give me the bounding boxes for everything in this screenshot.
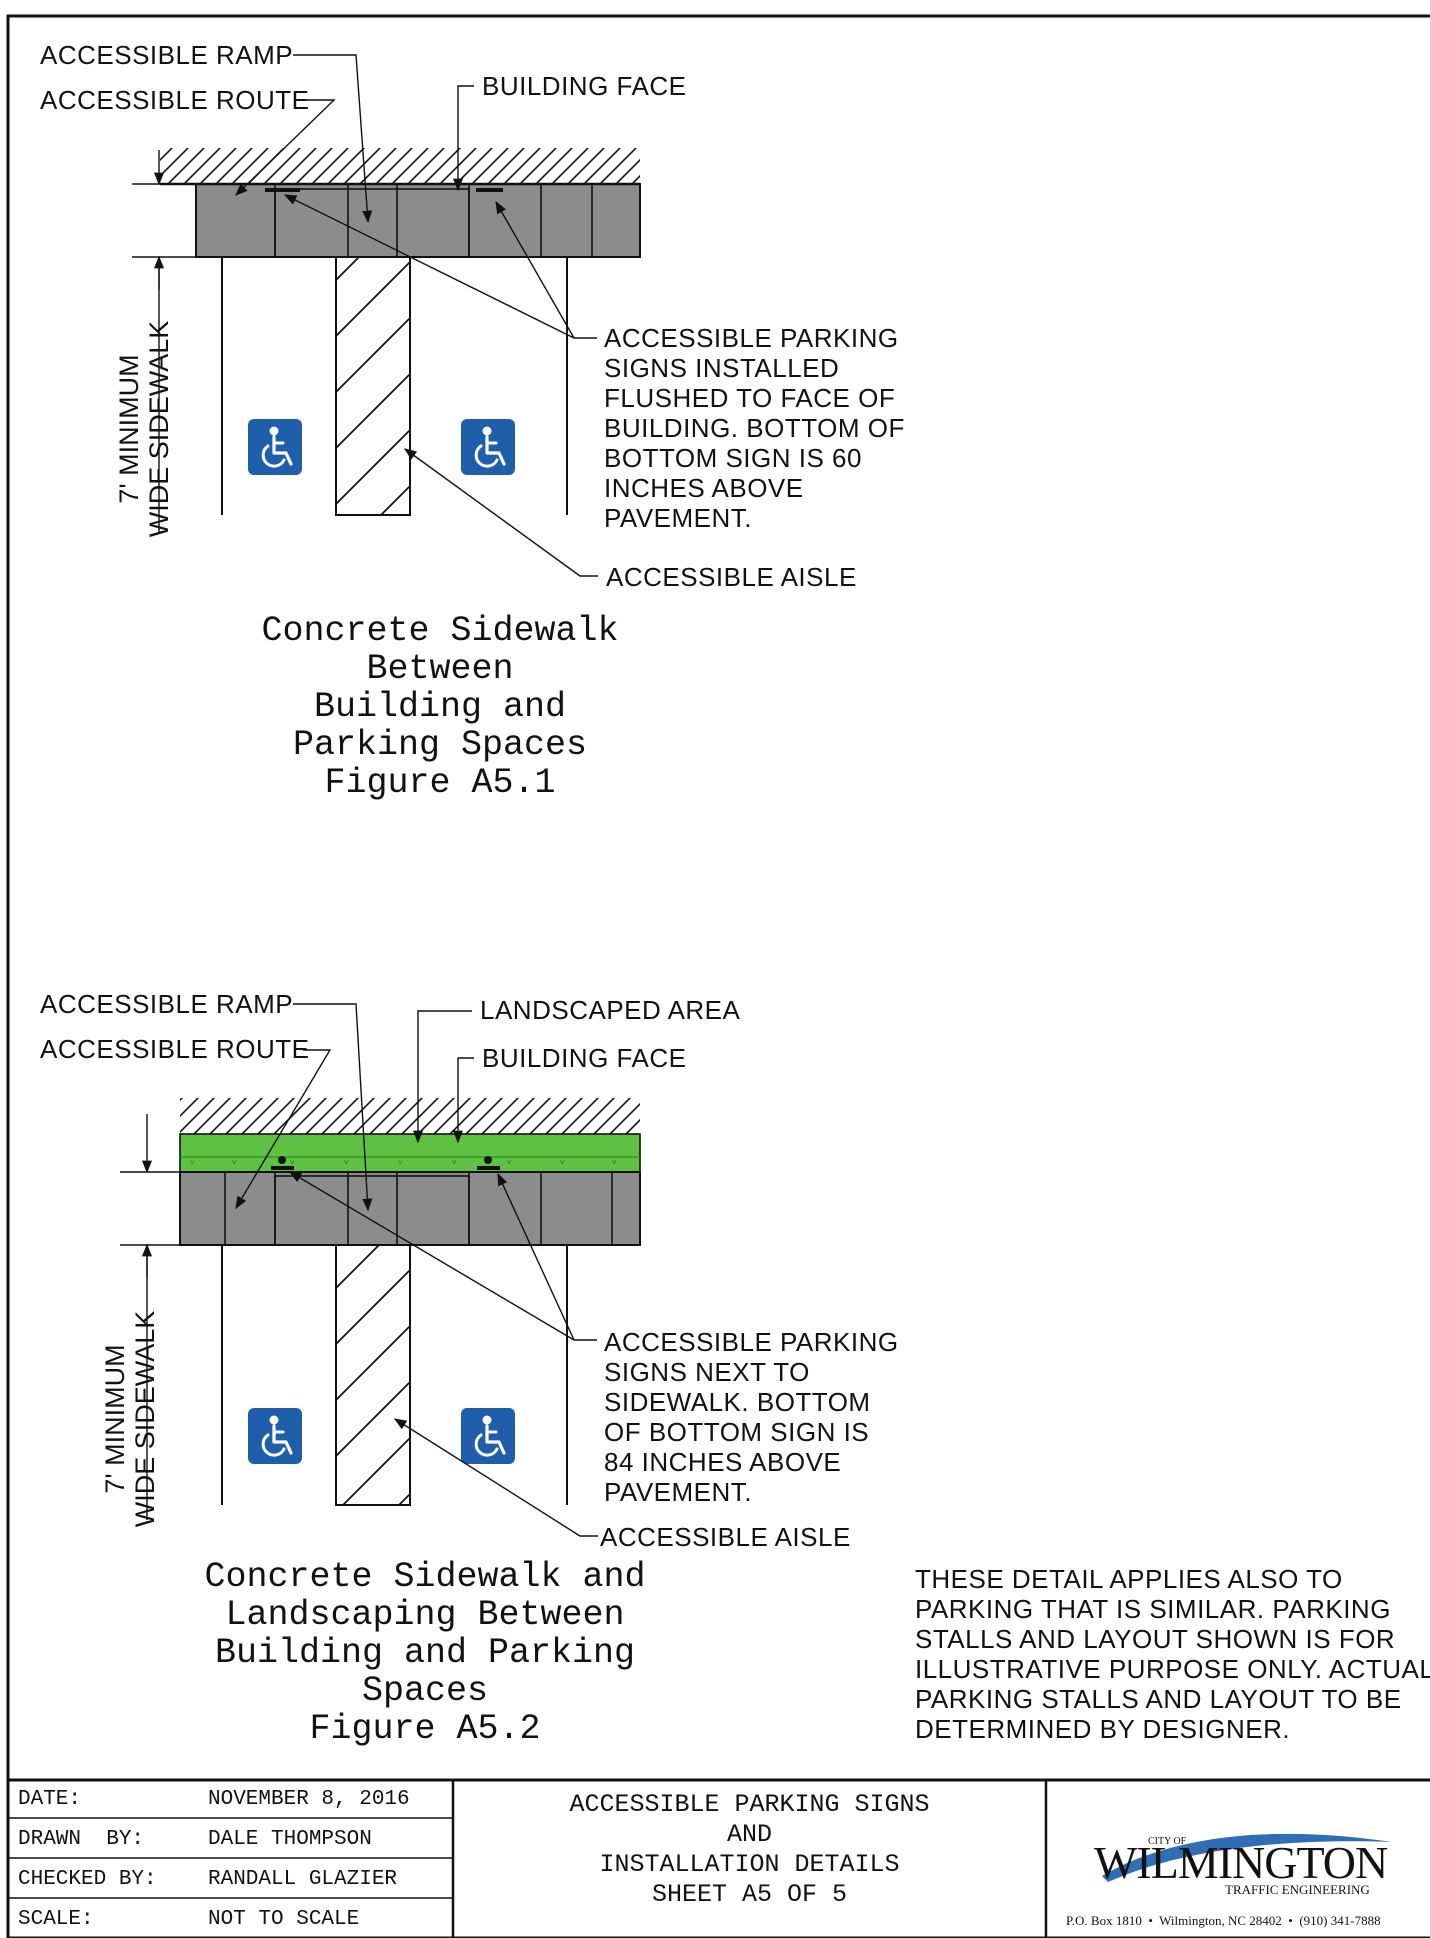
sign-note-2: ACCESSIBLE PARKING SIGNS NEXT TO SIDEWAL… — [604, 1327, 899, 1507]
dimension-line: WIDE SIDEWALK — [130, 1310, 160, 1528]
sign-note-1-line: PAVEMENT. — [604, 503, 753, 533]
caption-line: Spaces — [361, 1671, 489, 1711]
svg-text:ᵥ: ᵥ — [560, 1153, 565, 1167]
general-note-line: ILLUSTRATIVE PURPOSE ONLY. ACTUAL — [915, 1654, 1430, 1684]
caption-figure-a5-1: Concrete Sidewalk Between Building and P… — [190, 612, 690, 802]
tb-checked-by-value: RANDALL GLAZIER — [208, 1868, 398, 1891]
sign-note-1-line: FLUSHED TO FACE OF — [604, 383, 896, 413]
caption-line: Between — [366, 649, 514, 689]
sheet-title: ACCESSIBLE PARKING SIGNS AND INSTALLATIO… — [453, 1790, 1046, 1910]
svg-text:ᵥ: ᵥ — [612, 1153, 617, 1167]
sign-note-2-line: SIGNS NEXT TO — [604, 1357, 810, 1387]
sign-note-1-line: BOTTOM SIGN IS 60 — [604, 443, 862, 473]
dimension-line: 7' MINIMUM — [100, 1344, 130, 1494]
tb-date-value: NOVEMBER 8, 2016 — [208, 1788, 410, 1811]
logo-address: P.O. Box 1810 • Wilmington, NC 28402 • (… — [1066, 1913, 1381, 1928]
svg-text:ᵥ: ᵥ — [398, 1153, 403, 1167]
sheet-title-line: ACCESSIBLE PARKING SIGNS — [569, 1790, 930, 1819]
svg-text:ᵥ: ᵥ — [232, 1153, 237, 1167]
svg-text:ᵥ: ᵥ — [507, 1153, 512, 1167]
tb-drawn-by-label: DRAWN BY: — [18, 1828, 145, 1851]
svg-text:ᵥ: ᵥ — [190, 1153, 195, 1167]
tb-date-label: DATE: — [18, 1788, 82, 1811]
sign-note-1-line: BUILDING. BOTTOM OF — [604, 413, 905, 443]
label-accessible-aisle-1: ACCESSIBLE AISLE — [606, 562, 857, 592]
label-accessible-route-2: ACCESSIBLE ROUTE — [40, 1034, 310, 1064]
caption-line: Building and Parking — [214, 1633, 636, 1673]
general-note-line: STALLS AND LAYOUT SHOWN IS FOR — [915, 1624, 1396, 1654]
caption-line: Figure A5.1 — [324, 763, 556, 803]
tb-drawn-by-value: DALE THOMPSON — [208, 1828, 372, 1851]
logo-wilmington: WILMINGTON — [1094, 1837, 1388, 1888]
sign-note-1-line: INCHES ABOVE — [604, 473, 804, 503]
tb-scale-label: SCALE: — [18, 1908, 94, 1931]
general-note-line: DETERMINED BY DESIGNER. — [915, 1714, 1291, 1744]
label-building-face-1: BUILDING FACE — [482, 71, 687, 101]
label-landscaped-area: LANDSCAPED AREA — [480, 995, 741, 1025]
sign-note-1-line: SIGNS INSTALLED — [604, 353, 840, 383]
caption-line: Landscaping Between — [225, 1595, 625, 1635]
label-accessible-aisle-2: ACCESSIBLE AISLE — [600, 1522, 851, 1552]
dimension-label-1: 7' MINIMUM WIDE SIDEWALK — [114, 309, 174, 549]
sheet-title-line: INSTALLATION DETAILS — [599, 1850, 900, 1879]
wilmington-logo-swoosh — [1102, 1833, 1392, 1882]
logo-traffic-engineering: TRAFFIC ENGINEERING — [1225, 1882, 1370, 1897]
dimension-label-2: 7' MINIMUM WIDE SIDEWALK — [100, 1299, 160, 1539]
dimension-line: WIDE SIDEWALK — [144, 320, 174, 538]
general-note-line: PARKING THAT IS SIMILAR. PARKING — [915, 1594, 1391, 1624]
sign-note-2-line: OF BOTTOM SIGN IS — [604, 1417, 870, 1447]
caption-figure-a5-2: Concrete Sidewalk and Landscaping Betwee… — [130, 1558, 720, 1748]
logo-city-of: CITY OF — [1148, 1836, 1187, 1847]
figure-a5-1-plan — [132, 54, 641, 577]
sheet-title-line: SHEET A5 OF 5 — [651, 1880, 848, 1909]
sign-note-1-line: ACCESSIBLE PARKING — [604, 323, 899, 353]
caption-line: Figure A5.2 — [309, 1709, 541, 1749]
title-block-grid — [8, 1778, 1430, 1938]
label-accessible-ramp-1: ACCESSIBLE RAMP — [40, 40, 294, 70]
general-note: THESE DETAIL APPLIES ALSO TO PARKING THA… — [915, 1564, 1430, 1744]
label-accessible-ramp-2: ACCESSIBLE RAMP — [40, 989, 294, 1019]
svg-text:ᵥ: ᵥ — [290, 1153, 295, 1167]
label-accessible-route-1: ACCESSIBLE ROUTE — [40, 85, 310, 115]
tb-scale-value: NOT TO SCALE — [208, 1908, 360, 1931]
sign-note-2-line: PAVEMENT. — [604, 1477, 753, 1507]
sign-note-2-line: 84 INCHES ABOVE — [604, 1447, 842, 1477]
caption-line: Concrete Sidewalk — [261, 611, 619, 651]
sign-note-1: ACCESSIBLE PARKING SIGNS INSTALLED FLUSH… — [604, 323, 905, 533]
tb-checked-by-label: CHECKED BY: — [18, 1868, 157, 1891]
general-note-line: THESE DETAIL APPLIES ALSO TO — [915, 1564, 1343, 1594]
sheet-title-line: AND — [726, 1820, 772, 1849]
svg-text:ᵥ: ᵥ — [452, 1153, 457, 1167]
caption-line: Parking Spaces — [292, 725, 588, 765]
svg-text:ᵥ: ᵥ — [344, 1153, 349, 1167]
general-note-line: PARKING STALLS AND LAYOUT TO BE — [915, 1684, 1402, 1714]
dimension-line: 7' MINIMUM — [114, 354, 144, 504]
label-building-face-2: BUILDING FACE — [482, 1043, 687, 1073]
sign-note-2-line: ACCESSIBLE PARKING — [604, 1327, 899, 1357]
caption-line: Building and — [313, 687, 567, 727]
caption-line: Concrete Sidewalk and — [204, 1557, 646, 1597]
sign-note-2-line: SIDEWALK. BOTTOM — [604, 1387, 871, 1417]
